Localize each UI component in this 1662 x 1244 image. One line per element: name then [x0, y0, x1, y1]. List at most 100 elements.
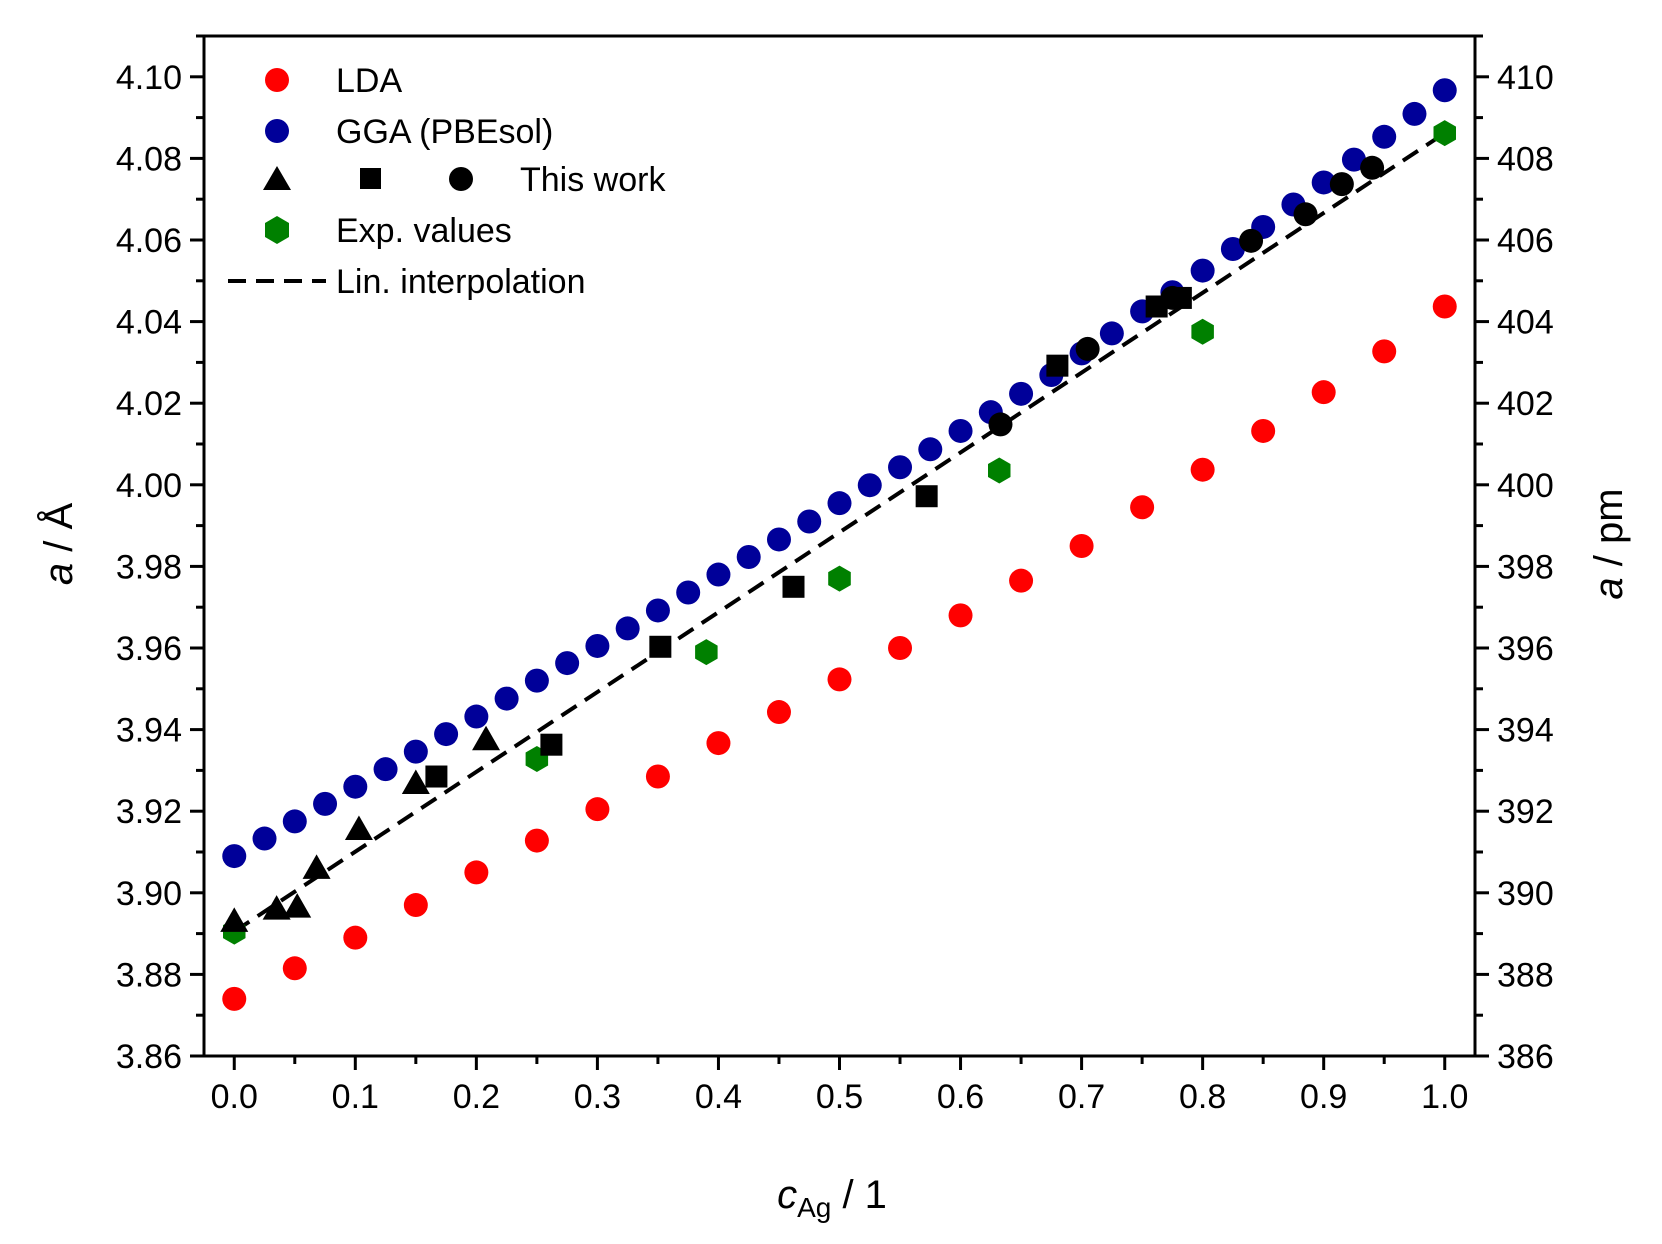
y-tick-label: 3.88: [116, 956, 182, 994]
y-tick-label: 3.90: [116, 875, 182, 913]
lda-point: [1069, 534, 1094, 558]
x-tick-label: 0.4: [695, 1078, 742, 1116]
y2-tick-labels: 386 388 390 392 394 396 398 400 402 404 406 408 410: [1497, 59, 1554, 1076]
x-tick-label: 0.0: [211, 1078, 258, 1116]
gga-point: [585, 633, 610, 658]
this_work-point: [988, 412, 1013, 437]
lda-point: [464, 860, 489, 885]
axes: [190, 34, 1489, 1070]
this-work-triangle-point: [472, 725, 501, 751]
legend-gga-marker: [265, 119, 289, 143]
gga-point: [797, 509, 822, 534]
y-tick-labels: 3.86 3.88 3.90 3.92 3.94 3.96 3.98 4.00 4.02 4.04…: [116, 59, 182, 1076]
exp-point: [828, 565, 851, 592]
y2-tick-label: 402: [1497, 385, 1554, 423]
y2-tick-label: 386: [1497, 1038, 1554, 1076]
gga-point: [918, 437, 943, 462]
this_work-point: [1329, 172, 1354, 197]
lda-point: [585, 797, 610, 822]
lda-point: [888, 636, 913, 660]
this-work-triangle-point: [344, 815, 373, 841]
y2-tick-label: 400: [1497, 467, 1554, 505]
this-work-square-point: [425, 765, 448, 788]
y-tick-label: 4.02: [116, 385, 182, 423]
x-tick-label: 0.9: [1300, 1078, 1347, 1116]
lda-point: [222, 986, 247, 1011]
this-work-square-point: [915, 485, 938, 508]
gga-point: [1099, 321, 1124, 346]
gga-point: [343, 774, 368, 799]
x-axis-title-main: c: [777, 1173, 797, 1217]
legend: LDA GGA (PBEsol) This work Exp. values L…: [228, 62, 666, 301]
plot-frame: [202, 34, 1477, 1058]
x-tick-label: 0.8: [1179, 1078, 1226, 1116]
this-work-triangle-point: [401, 769, 430, 794]
gga-point: [736, 545, 761, 570]
gga-point: [1432, 78, 1457, 103]
lda-point: [343, 925, 368, 950]
gga-point: [222, 844, 247, 869]
y2-axis-title-main: a: [1587, 577, 1631, 599]
this_work-point: [1239, 228, 1264, 253]
gga-point: [766, 527, 791, 552]
gga-point: [706, 562, 731, 587]
lda-point: [1130, 495, 1155, 520]
gga-point: [1372, 124, 1397, 149]
legend-exp-label: Exp. values: [336, 212, 512, 250]
lda-point: [948, 603, 973, 628]
x-tick-label: 0.6: [937, 1078, 984, 1116]
this-work-square-point: [540, 733, 563, 756]
exp-point: [1433, 120, 1456, 147]
y-tick-label: 3.98: [116, 548, 182, 586]
this-work-triangle-point: [262, 895, 291, 920]
gga-point: [1341, 147, 1366, 172]
x-tick-label: 0.7: [1058, 1078, 1105, 1116]
x-tick-label: 0.5: [816, 1078, 863, 1116]
y2-tick-label: 388: [1497, 956, 1554, 994]
legend-hexagon-marker: [265, 216, 289, 244]
gga-point: [676, 580, 701, 605]
lda-point: [1311, 380, 1336, 405]
gga-point: [524, 668, 549, 693]
x-tick-label: 1.0: [1421, 1078, 1468, 1116]
lda-point: [1251, 418, 1276, 443]
this-work-triangle-point: [302, 854, 331, 879]
interpolation-layer: [233, 131, 1446, 934]
gga-point: [1190, 258, 1215, 283]
exp-point: [1191, 318, 1214, 345]
y2-tick-label: 408: [1497, 140, 1554, 178]
gga-point: [827, 491, 852, 516]
lda-point: [403, 893, 428, 918]
y-tick-label: 3.94: [116, 712, 182, 750]
y-tick-label: 4.04: [116, 304, 182, 342]
gga-point: [434, 722, 459, 747]
gga-point: [252, 826, 277, 851]
legend-lda-marker: [265, 68, 289, 92]
lda-point: [1432, 294, 1457, 319]
legend-square-marker: [360, 168, 381, 189]
gga-point: [555, 651, 580, 676]
x-tick-label: 0.3: [574, 1078, 621, 1116]
x-tick-label: 0.2: [453, 1078, 500, 1116]
y2-tick-label: 390: [1497, 875, 1554, 913]
this_work-point: [1293, 202, 1318, 227]
y-tick-label: 4.10: [116, 59, 182, 97]
gga-series: [222, 78, 1457, 869]
legend-circle-marker: [449, 167, 473, 191]
x-axis-title-suffix: / 1: [831, 1173, 887, 1217]
x-axis-title: cAg / 1: [777, 1173, 887, 1223]
this_work-point: [1160, 285, 1185, 310]
y2-tick-label: 406: [1497, 222, 1554, 260]
legend-interp-label: Lin. interpolation: [336, 263, 586, 301]
legend-this-work-label: This work: [520, 161, 666, 199]
x-axis-title-sub: Ag: [797, 1192, 831, 1223]
lda-point: [766, 700, 791, 725]
this-work-series: [220, 155, 1385, 932]
x-tick-label: 0.1: [332, 1078, 379, 1116]
x-tick-labels: 0.0 0.1 0.2 0.3 0.4 0.5 0.6 0.7 0.8 0.9 1.0: [211, 1078, 1469, 1116]
y-tick-label: 3.86: [116, 1038, 182, 1076]
gga-point: [403, 739, 428, 764]
lda-point: [524, 828, 549, 853]
this-work-square-point: [782, 575, 805, 598]
